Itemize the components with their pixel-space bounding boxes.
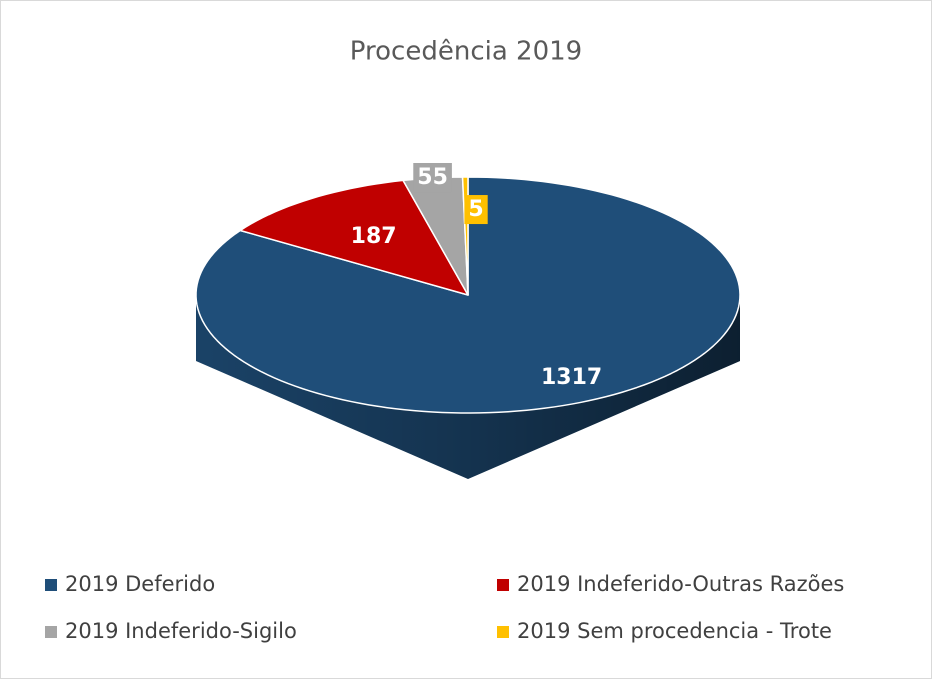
chart-title: Procedência 2019 — [350, 37, 582, 67]
legend-label: 2019 Sem procedencia - Trote — [517, 619, 832, 643]
legend-swatch — [45, 579, 57, 591]
legend-swatch — [45, 626, 57, 638]
legend-swatch — [497, 626, 509, 638]
legend-label: 2019 Deferido — [65, 572, 215, 596]
data-label-box — [464, 195, 488, 225]
slice-side-shade — [196, 295, 740, 479]
data-label: 55 — [417, 165, 448, 190]
legend-label: 2019 Indeferido-Sigilo — [65, 619, 297, 643]
legend-swatch — [497, 579, 509, 591]
slice — [239, 179, 469, 296]
data-label-box — [413, 163, 452, 193]
data-label: 1317 — [541, 365, 602, 390]
data-label: 187 — [351, 224, 397, 249]
legend-label: 2019 Indeferido-Outras Razões — [517, 572, 844, 596]
data-label: 5 — [468, 197, 483, 222]
